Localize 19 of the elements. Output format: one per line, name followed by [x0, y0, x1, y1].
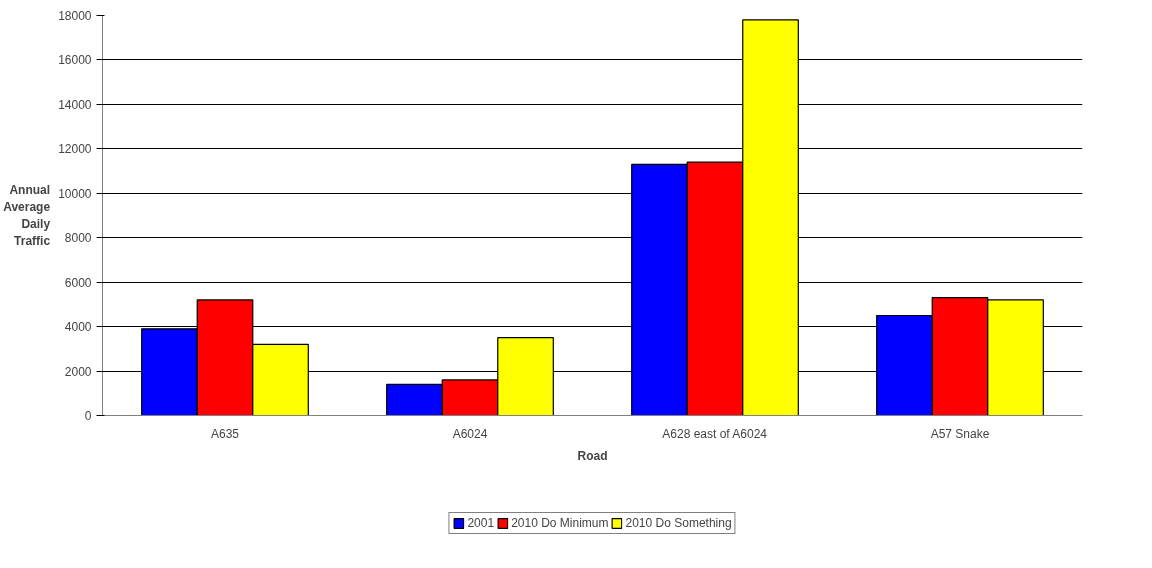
- y-tick-label: 8000: [64, 231, 92, 246]
- legend-label: 2010 Do Minimum: [511, 516, 609, 531]
- y-axis-title: Annual Average Daily Traffic: [3, 183, 51, 248]
- x-tick-label: A628 east of A6024: [662, 426, 768, 441]
- y-tick-label: 0: [84, 409, 92, 423]
- x-tick-label: A57 Snake: [930, 426, 990, 441]
- x-tick-label: A6024: [452, 426, 488, 441]
- y-tick-label: 6000: [64, 275, 92, 290]
- y-tick-label: 16000: [58, 53, 92, 68]
- y-tick-label: 4000: [64, 320, 92, 335]
- y-tick-label: 10000: [58, 186, 92, 201]
- y-tick-label: 2000: [64, 364, 92, 379]
- y-tick-label: 18000: [58, 9, 92, 23]
- y-tick-label: 14000: [58, 97, 92, 112]
- legend-label: 2001: [467, 516, 495, 531]
- x-tick-label: A635: [210, 426, 240, 441]
- x-axis-title: Road: [577, 448, 608, 463]
- y-tick-label: 12000: [58, 142, 92, 157]
- legend-label: 2010 Do Something: [625, 516, 732, 531]
